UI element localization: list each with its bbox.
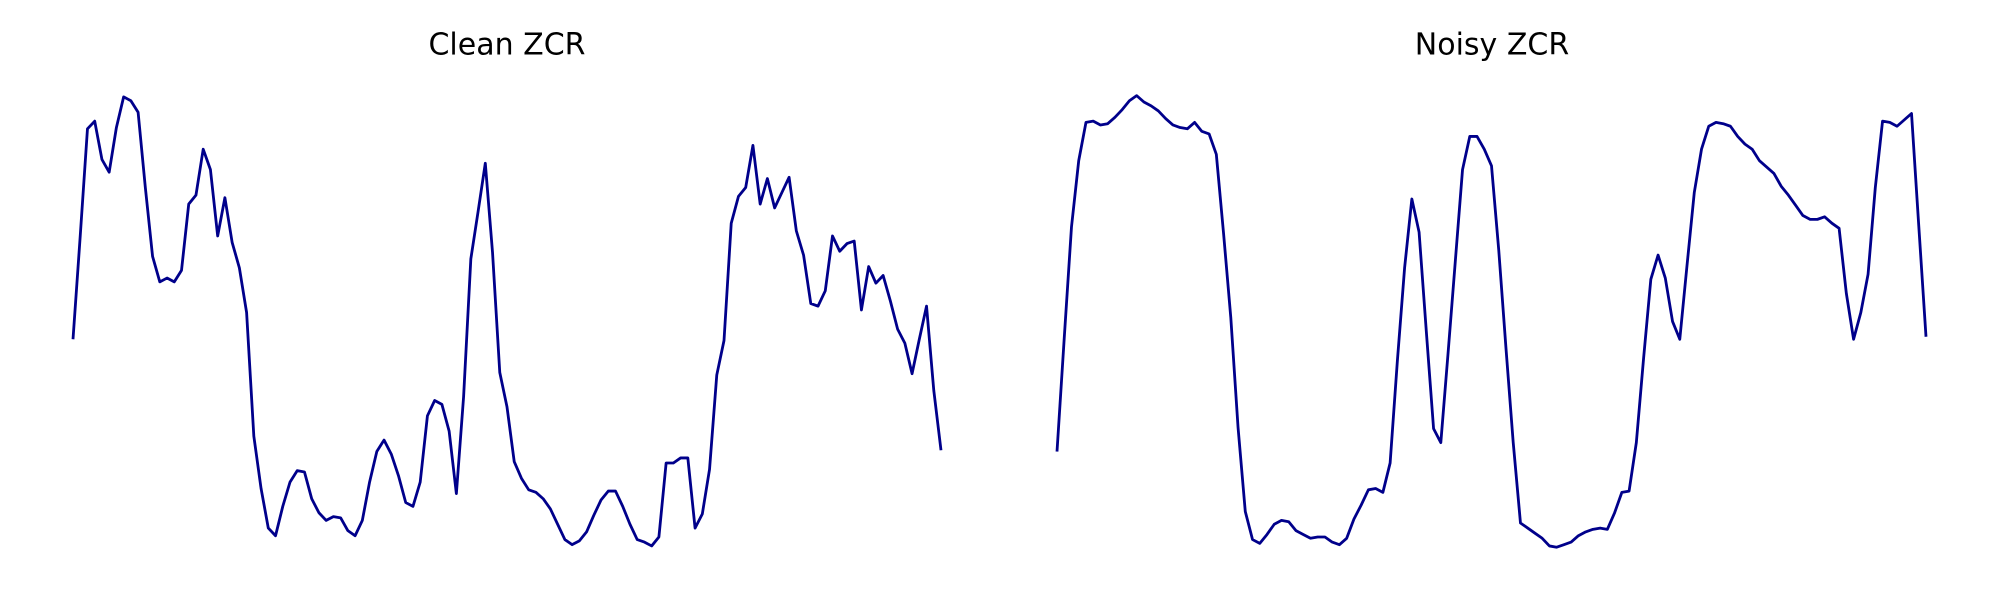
data-line	[71, 95, 943, 548]
chart-title: Clean ZCR	[428, 28, 585, 63]
chart-title: Noisy ZCR	[1415, 28, 1569, 63]
data-line	[1055, 94, 1928, 549]
